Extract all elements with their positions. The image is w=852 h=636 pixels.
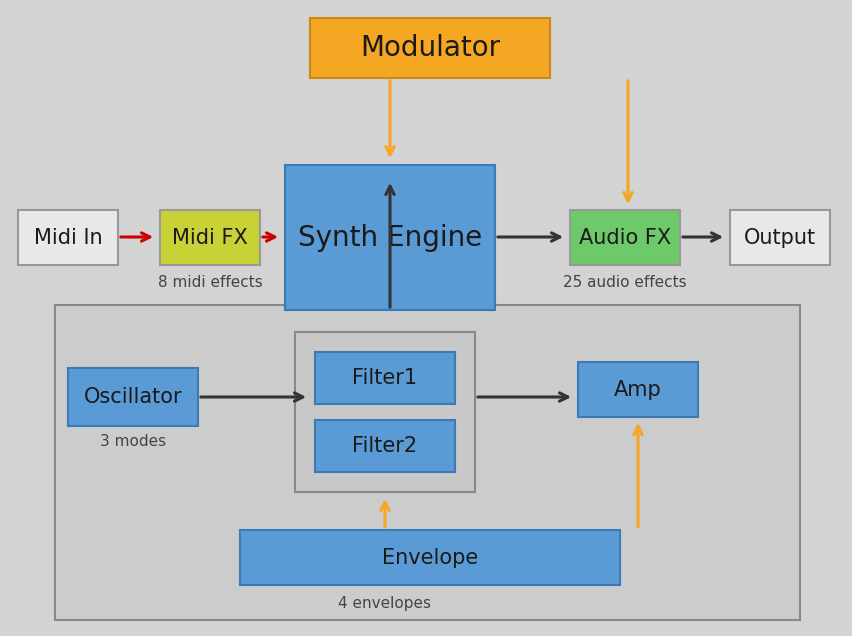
FancyBboxPatch shape: [314, 420, 454, 472]
FancyBboxPatch shape: [578, 362, 697, 417]
FancyBboxPatch shape: [729, 210, 829, 265]
Text: Filter2: Filter2: [352, 436, 417, 456]
Text: Audio FX: Audio FX: [579, 228, 671, 247]
Text: Envelope: Envelope: [382, 548, 478, 567]
Text: Filter1: Filter1: [352, 368, 417, 388]
FancyBboxPatch shape: [55, 305, 799, 620]
Text: Amp: Amp: [613, 380, 661, 399]
Text: 8 midi effects: 8 midi effects: [158, 275, 262, 290]
Text: 4 envelopes: 4 envelopes: [338, 596, 431, 611]
FancyBboxPatch shape: [285, 165, 494, 310]
Text: Output: Output: [743, 228, 815, 247]
FancyBboxPatch shape: [18, 210, 118, 265]
FancyBboxPatch shape: [239, 530, 619, 585]
FancyBboxPatch shape: [160, 210, 260, 265]
FancyBboxPatch shape: [295, 332, 475, 492]
Text: 3 modes: 3 modes: [100, 434, 166, 449]
FancyBboxPatch shape: [68, 368, 198, 426]
Text: Midi In: Midi In: [33, 228, 102, 247]
FancyBboxPatch shape: [569, 210, 679, 265]
Text: 25 audio effects: 25 audio effects: [562, 275, 686, 290]
Text: Modulator: Modulator: [360, 34, 499, 62]
FancyBboxPatch shape: [309, 18, 550, 78]
Text: Oscillator: Oscillator: [83, 387, 182, 407]
FancyBboxPatch shape: [314, 352, 454, 404]
Text: Midi FX: Midi FX: [172, 228, 248, 247]
Text: Synth Engine: Synth Engine: [297, 223, 481, 251]
